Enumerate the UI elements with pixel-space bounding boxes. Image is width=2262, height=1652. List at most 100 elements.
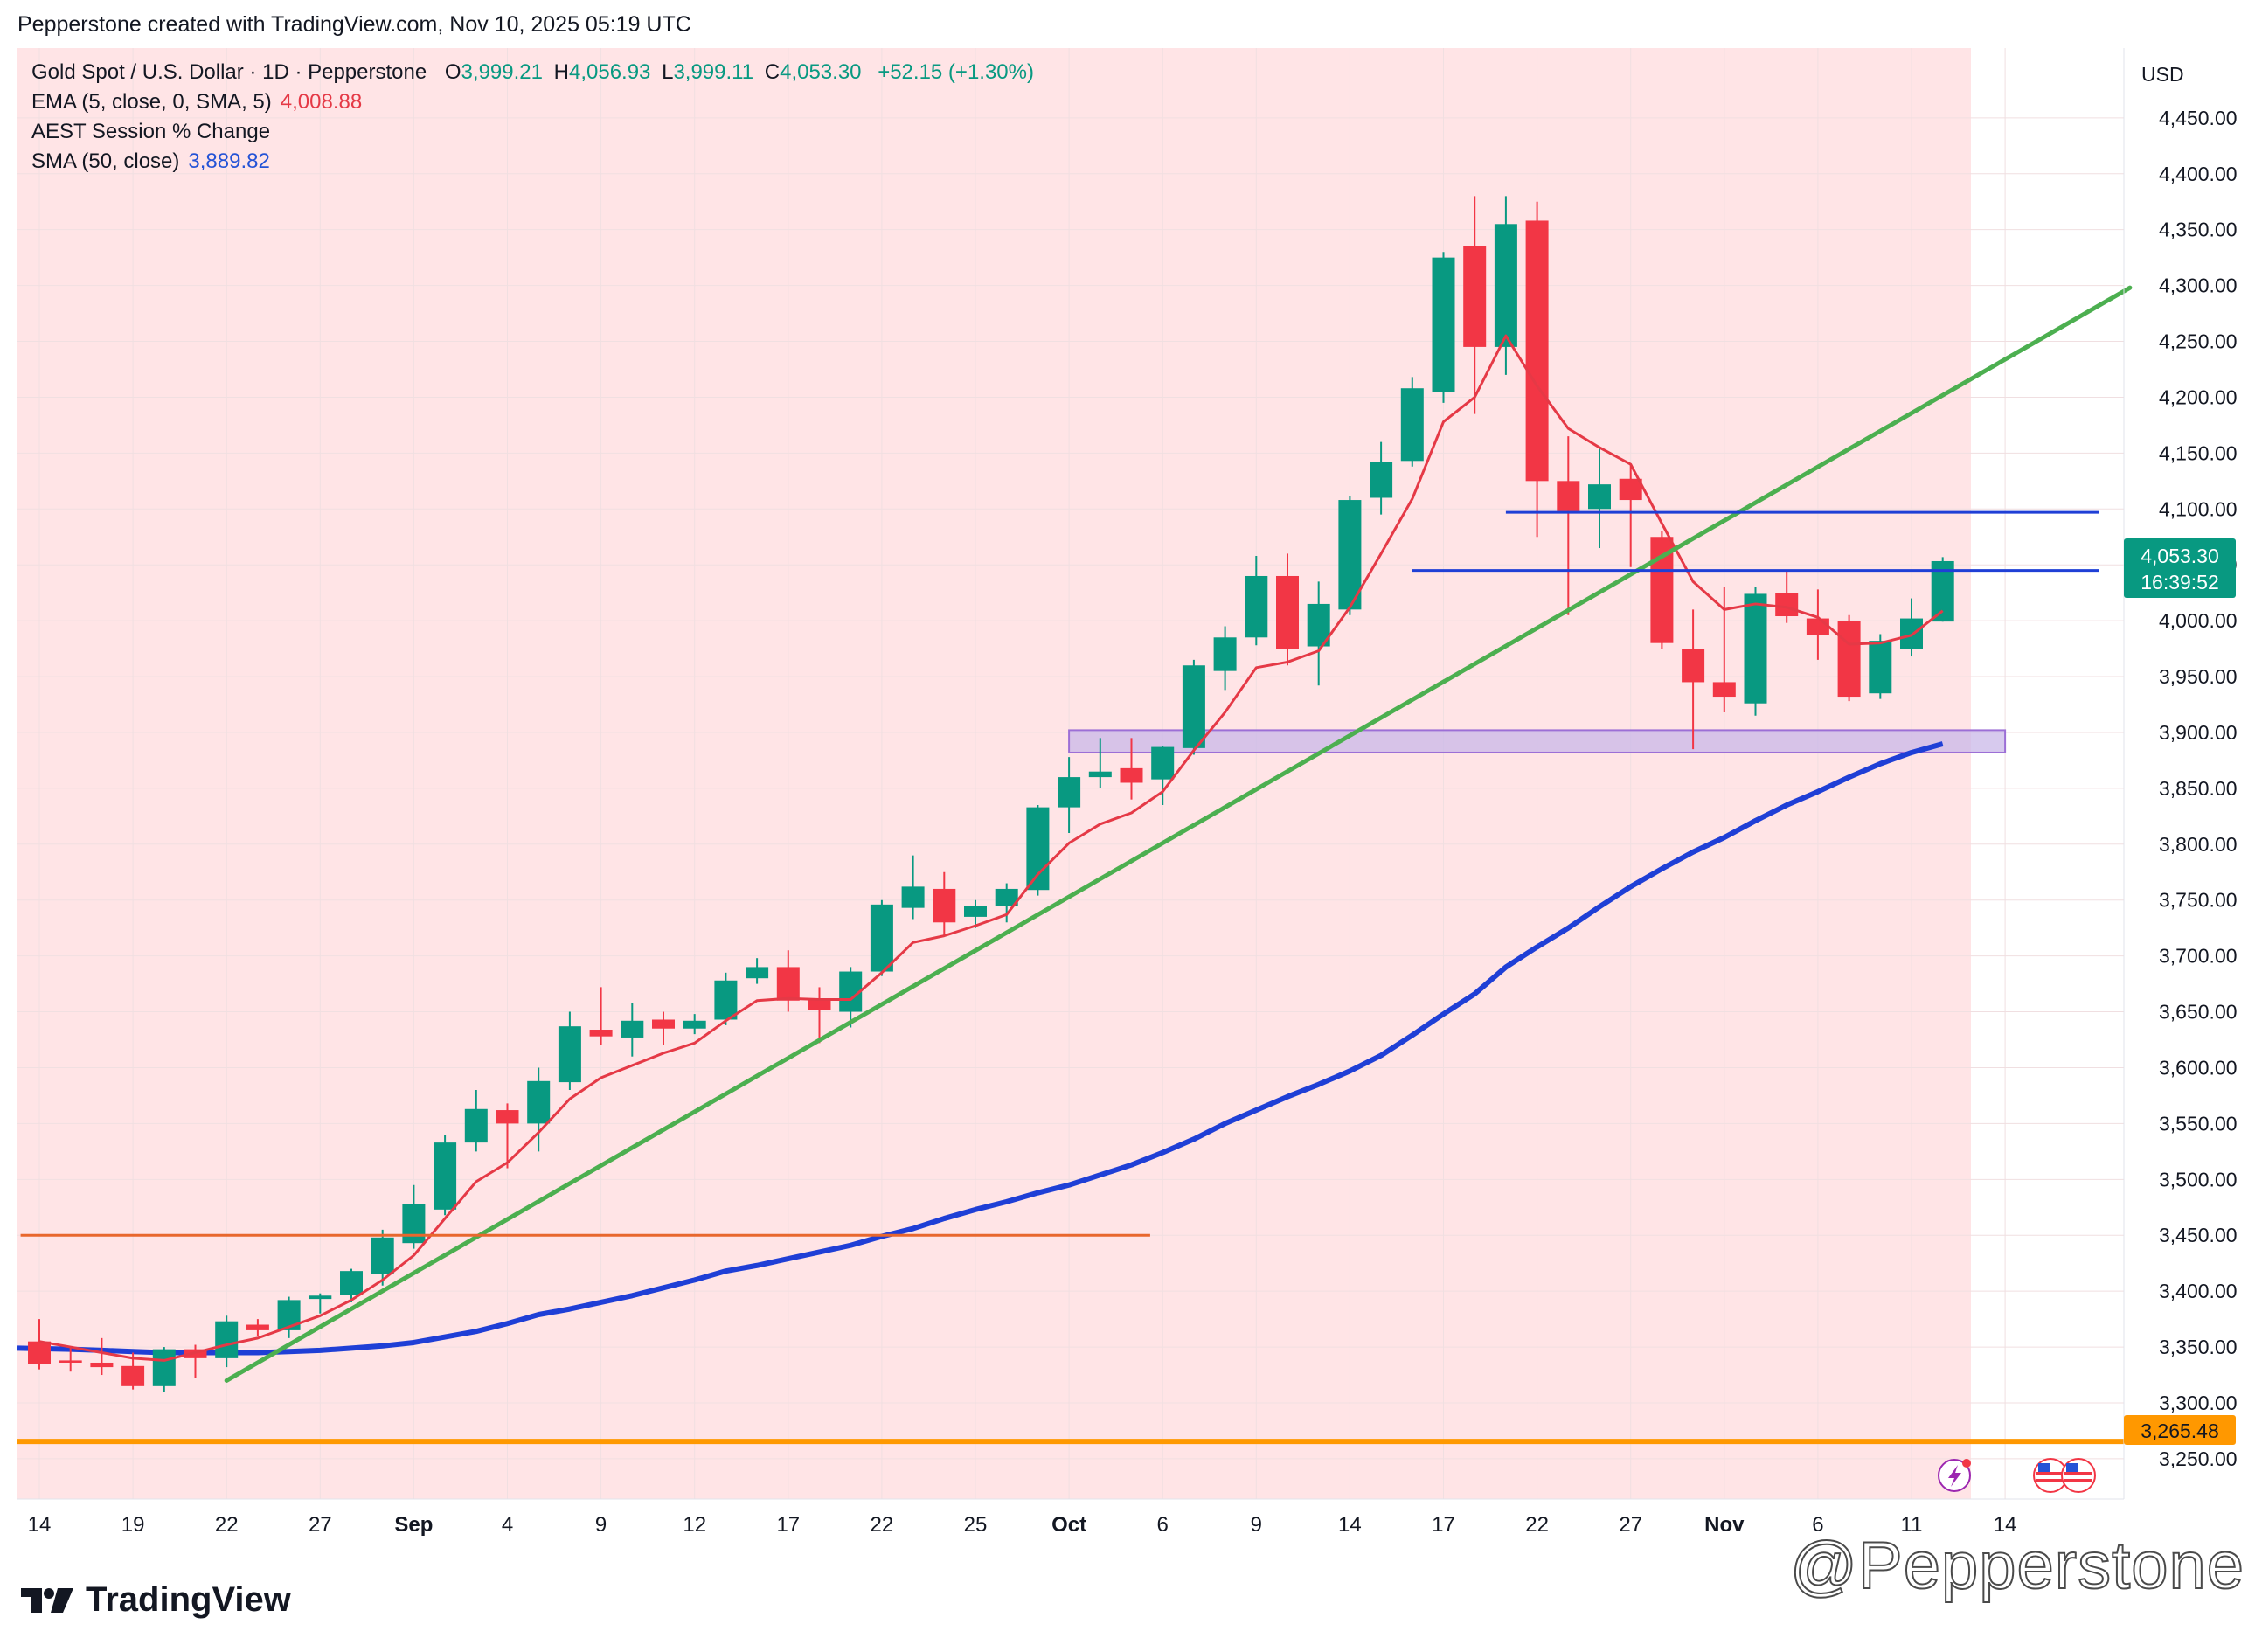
candle-body[interactable]: [870, 904, 893, 972]
candle-body[interactable]: [746, 967, 769, 979]
candle[interactable]: [964, 899, 987, 928]
candle-body[interactable]: [121, 1365, 145, 1386]
candle-body[interactable]: [683, 1020, 706, 1029]
currency-label[interactable]: USD: [2141, 63, 2184, 86]
candle[interactable]: [1432, 252, 1455, 403]
candle-body[interactable]: [1837, 621, 1861, 698]
candle[interactable]: [1120, 738, 1143, 800]
event-icons[interactable]: [1938, 1458, 2096, 1493]
candle[interactable]: [558, 1011, 581, 1091]
candle-body[interactable]: [1213, 637, 1237, 671]
candle[interactable]: [1494, 196, 1517, 375]
candle-body[interactable]: [402, 1204, 426, 1244]
candle-body[interactable]: [59, 1360, 82, 1363]
candle[interactable]: [1151, 746, 1175, 806]
candle-body[interactable]: [28, 1341, 51, 1364]
candle[interactable]: [1682, 609, 1705, 750]
candle[interactable]: [1400, 377, 1424, 467]
candle[interactable]: [1182, 659, 1205, 755]
candle[interactable]: [808, 987, 831, 1044]
symbol-label[interactable]: Gold Spot / U.S. Dollar · 1D · Peppersto…: [31, 60, 427, 84]
candle-body[interactable]: [1775, 593, 1799, 617]
candle[interactable]: [1276, 553, 1299, 666]
candle-body[interactable]: [309, 1295, 332, 1300]
candle[interactable]: [1900, 598, 1923, 657]
candle[interactable]: [1213, 626, 1237, 691]
candle[interactable]: [59, 1347, 82, 1372]
candle-body[interactable]: [652, 1019, 675, 1029]
candle[interactable]: [309, 1293, 332, 1314]
candle-body[interactable]: [901, 886, 925, 908]
uptrend-line[interactable]: [224, 285, 2133, 1383]
candle-body[interactable]: [808, 998, 831, 1010]
candle[interactable]: [1744, 587, 1767, 716]
candle-body[interactable]: [1400, 388, 1424, 462]
candle[interactable]: [870, 899, 893, 976]
candle-body[interactable]: [1494, 224, 1517, 347]
candles[interactable]: [28, 196, 1954, 1392]
candle-body[interactable]: [1463, 246, 1487, 347]
candle[interactable]: [1775, 570, 1799, 623]
candle-body[interactable]: [1712, 682, 1736, 698]
candle[interactable]: [90, 1337, 114, 1376]
candle-body[interactable]: [152, 1349, 176, 1386]
candle[interactable]: [714, 972, 738, 1025]
candle-body[interactable]: [1588, 484, 1611, 510]
candle-body[interactable]: [90, 1362, 114, 1368]
candle[interactable]: [746, 958, 769, 984]
session-label[interactable]: AEST Session % Change: [31, 120, 271, 143]
candle[interactable]: [215, 1315, 239, 1368]
symbol-row[interactable]: Gold Spot / U.S. Dollar · 1D · Peppersto…: [31, 58, 1034, 87]
candle[interactable]: [527, 1067, 551, 1152]
candle-body[interactable]: [1900, 618, 1923, 649]
ema-5-path[interactable]: [38, 334, 1944, 1362]
candle[interactable]: [621, 1003, 644, 1057]
candle[interactable]: [1338, 495, 1362, 615]
candle-body[interactable]: [776, 967, 800, 1001]
candle[interactable]: [371, 1229, 394, 1286]
candle[interactable]: [246, 1319, 269, 1336]
candle[interactable]: [1619, 464, 1642, 567]
candle-body[interactable]: [1058, 777, 1081, 808]
candle[interactable]: [434, 1135, 457, 1216]
price-axis[interactable]: 3,250.00 3,300.00 3,350.00 3,400.00 3,450.00…: [2159, 107, 2238, 1470]
candle[interactable]: [1557, 436, 1580, 615]
candle[interactable]: [1058, 757, 1081, 834]
candle-body[interactable]: [1619, 478, 1642, 501]
candle-body[interactable]: [1744, 593, 1767, 704]
candle-body[interactable]: [434, 1142, 457, 1210]
candle-body[interactable]: [714, 980, 738, 1020]
candle-body[interactable]: [558, 1026, 581, 1083]
candle[interactable]: [589, 987, 613, 1045]
candle-body[interactable]: [1026, 807, 1050, 891]
candle-body[interactable]: [1682, 649, 1705, 683]
candle[interactable]: [1463, 196, 1487, 414]
candle[interactable]: [1869, 634, 1892, 699]
candle-body[interactable]: [340, 1271, 363, 1295]
candle-body[interactable]: [933, 888, 956, 923]
candle-body[interactable]: [1120, 767, 1143, 783]
session-row[interactable]: AEST Session % Change: [31, 117, 1034, 147]
time-axis[interactable]: 14 19 22 27 Sep 4 9 12 17 22 25 Oct 6 9 14 17 22 27 Nov 6 11…: [28, 1513, 2017, 1537]
candle-body[interactable]: [589, 1030, 613, 1037]
candle[interactable]: [1026, 805, 1050, 896]
candle[interactable]: [496, 1103, 519, 1169]
candle-body[interactable]: [496, 1110, 519, 1124]
candle-body[interactable]: [1182, 665, 1205, 748]
candle-body[interactable]: [1869, 641, 1892, 694]
candle-body[interactable]: [1806, 618, 1829, 635]
candle-body[interactable]: [1151, 746, 1175, 780]
candle[interactable]: [933, 871, 956, 936]
candle-body[interactable]: [1370, 462, 1393, 498]
candle[interactable]: [340, 1268, 363, 1302]
sma-50-path[interactable]: [17, 741, 1944, 1356]
ema-label[interactable]: EMA (5, close, 0, SMA, 5): [31, 90, 272, 114]
candle-body[interactable]: [464, 1108, 488, 1143]
sma-row[interactable]: SMA (50, close) 3,889.82: [31, 147, 1034, 177]
candle[interactable]: [1650, 531, 1674, 649]
candle[interactable]: [1370, 441, 1393, 515]
candle-body[interactable]: [995, 888, 1018, 906]
candle-body[interactable]: [1245, 575, 1268, 638]
candle-body[interactable]: [1276, 575, 1299, 649]
